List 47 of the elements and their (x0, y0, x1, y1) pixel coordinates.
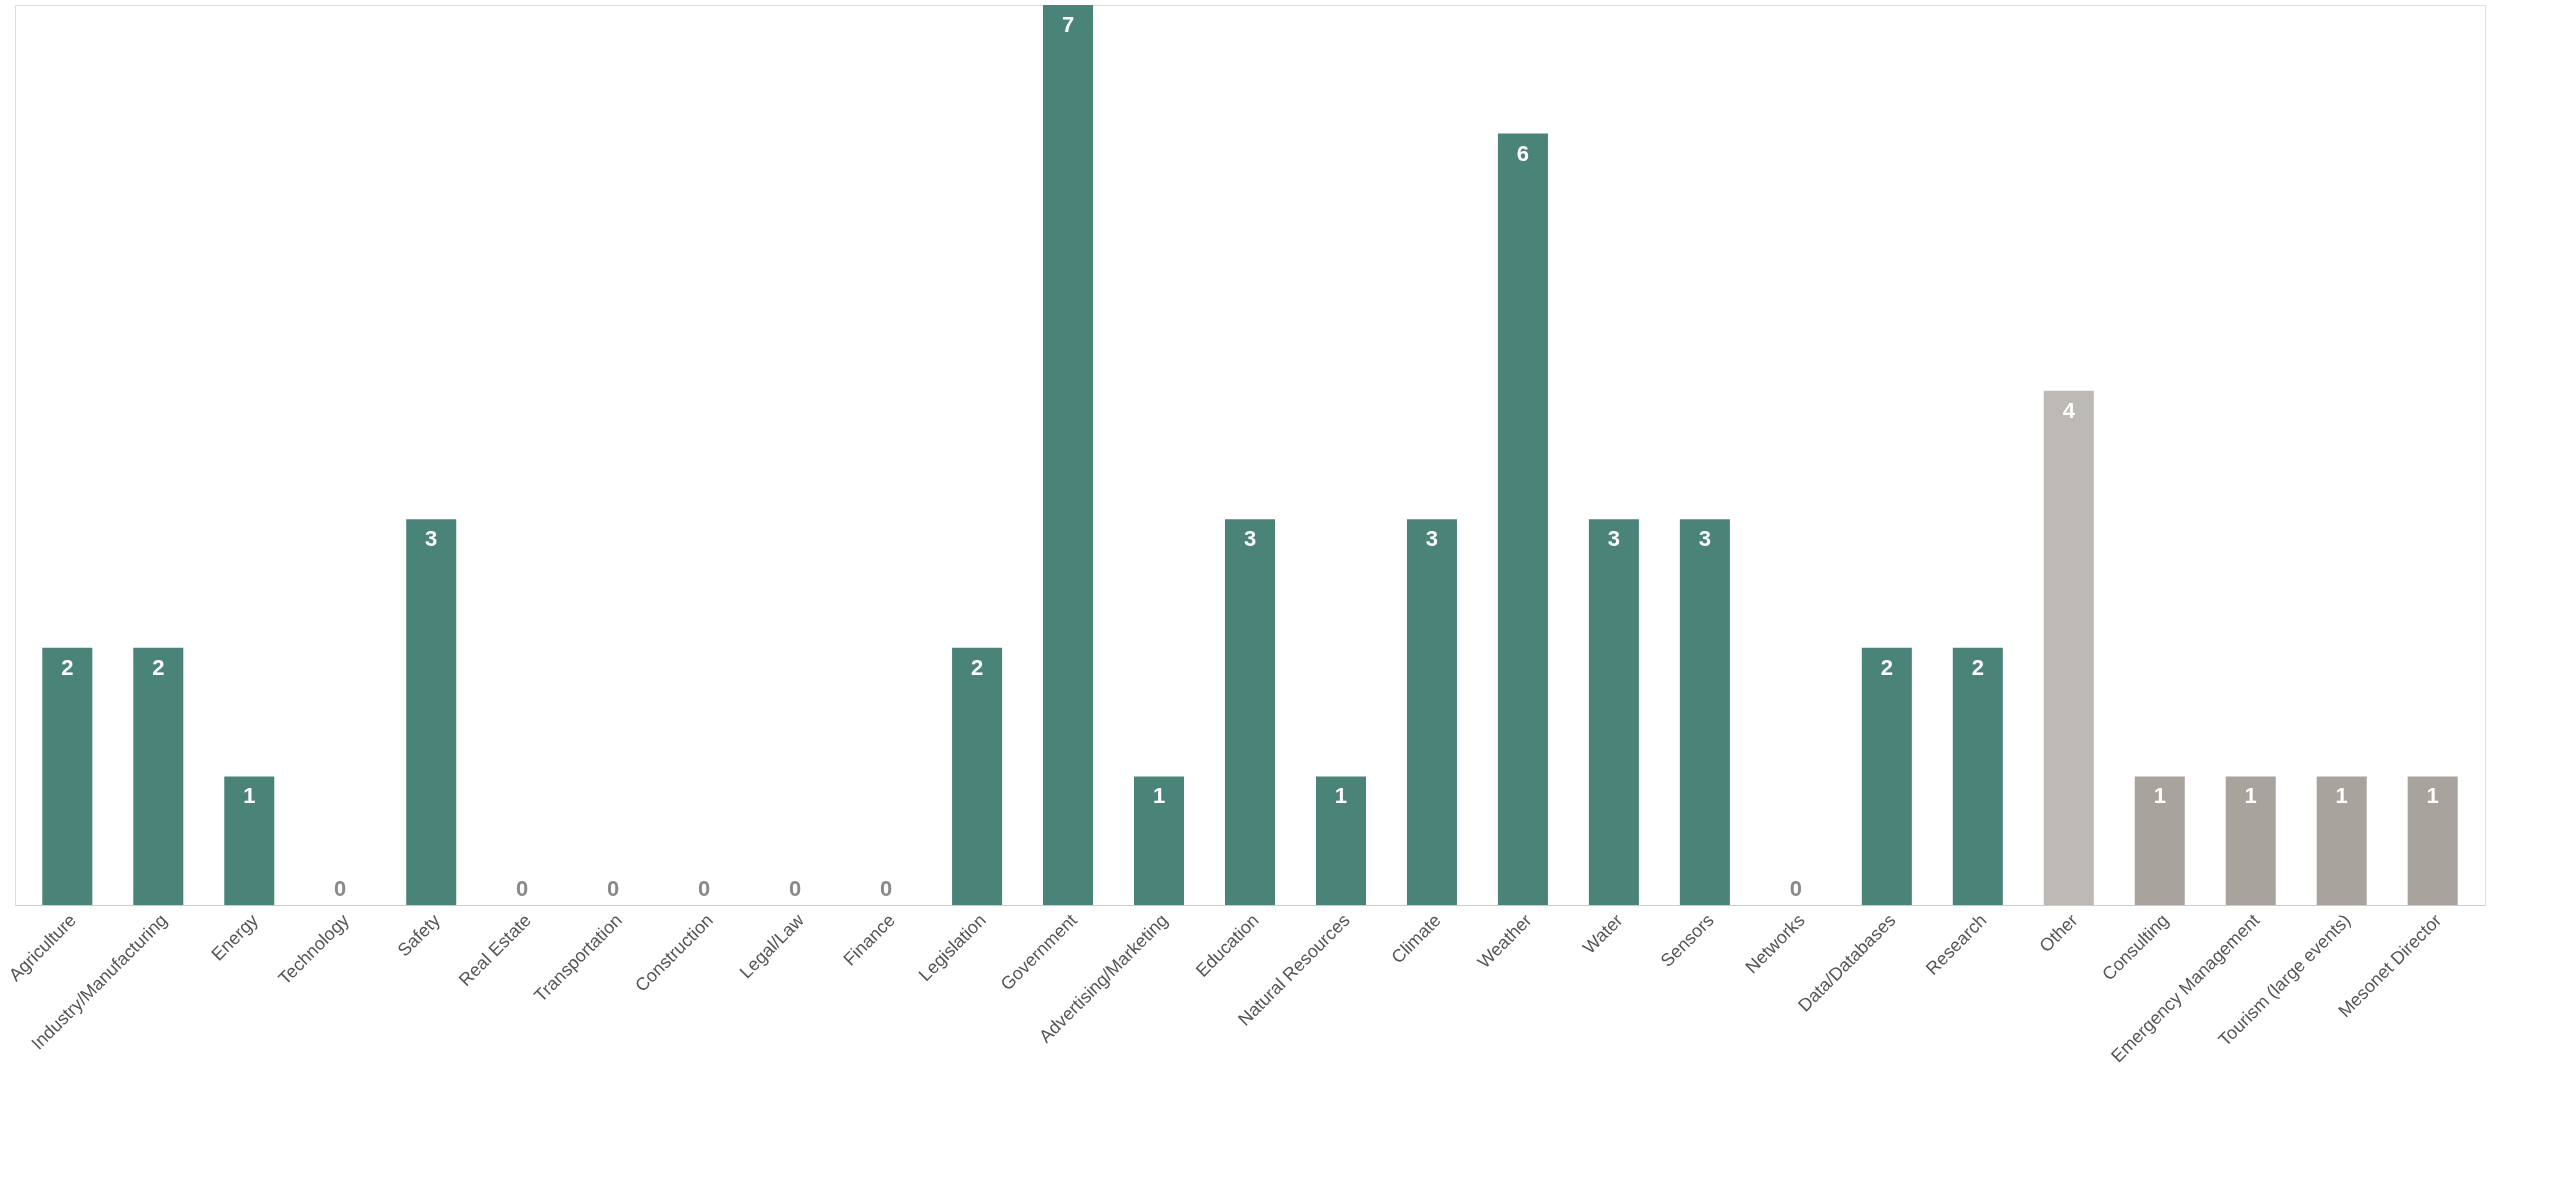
bar (2043, 390, 2094, 905)
data-label: 2 (61, 654, 74, 680)
data-label: 1 (2244, 783, 2257, 809)
data-label: 2 (1971, 654, 1984, 680)
bar (133, 647, 184, 905)
bar (1497, 133, 1548, 905)
bar (1861, 647, 1912, 905)
data-label: 3 (1425, 526, 1439, 552)
data-label: 1 (2153, 783, 2166, 809)
data-label: 2 (1880, 654, 1893, 680)
data-label: 0 (607, 876, 620, 901)
bar (1043, 5, 1094, 905)
data-label: 3 (1698, 526, 1712, 552)
data-label: 3 (1607, 526, 1621, 552)
data-label: 0 (334, 876, 347, 901)
bar (406, 519, 457, 905)
data-label: 3 (1243, 526, 1257, 552)
data-label: 0 (516, 876, 529, 901)
data-label: 6 (1516, 140, 1530, 166)
bar (2316, 776, 2367, 905)
data-label: 0 (1789, 876, 1802, 901)
bar (1224, 519, 1276, 905)
data-label: 1 (243, 783, 256, 809)
bar (1952, 647, 2003, 905)
data-label: 1 (1334, 783, 1348, 809)
bar (1406, 519, 1457, 905)
bar (42, 647, 93, 905)
bar (2225, 776, 2276, 905)
bar (952, 647, 1003, 905)
bar (2407, 776, 2458, 905)
bar (1134, 776, 1185, 905)
bar (2134, 776, 2185, 905)
data-label: 1 (2335, 783, 2348, 809)
bar (1679, 519, 1730, 905)
data-label: 2 (970, 654, 984, 680)
bar (224, 776, 275, 905)
data-label: 0 (879, 876, 893, 901)
data-label: 0 (788, 876, 802, 901)
bar (1315, 776, 1366, 905)
data-label: 2 (152, 654, 165, 680)
bar (1588, 519, 1639, 905)
data-label: 7 (1061, 12, 1075, 37)
data-label: 0 (698, 876, 711, 901)
data-label: 4 (2062, 397, 2076, 423)
data-label: 1 (1152, 783, 1166, 809)
data-label: 3 (425, 526, 438, 552)
data-label: 1 (2426, 783, 2439, 809)
